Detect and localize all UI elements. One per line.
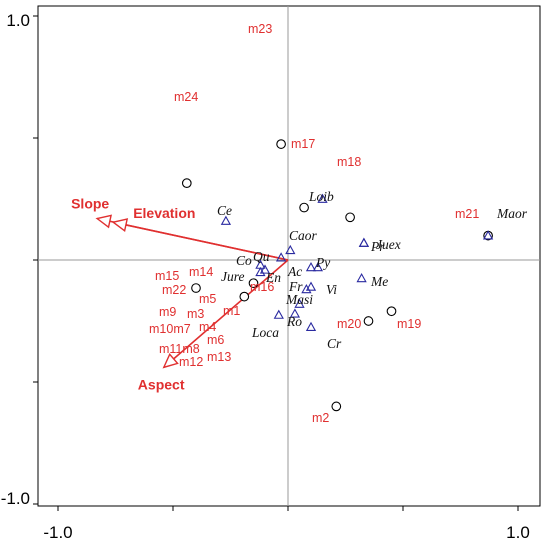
species-label-ro: Ro [286,314,302,329]
arrow-head-aspect [162,353,179,369]
species-label-py: Py [315,255,330,270]
plot-frame [37,5,541,507]
species-point-cr [305,321,317,332]
site-label-m17: m17 [291,137,315,151]
arrow-label-elevation: Elevation [133,205,195,221]
species-label-maor: Maor [496,206,528,221]
species-label-vi: Vi [326,282,337,297]
arrow-head-elevation [111,218,129,233]
site-label-m22: m22 [162,283,186,297]
site-label-m6: m6 [207,333,224,347]
species-label-loib: Loib [308,189,334,204]
species-point-qu [275,252,287,262]
species-point-me [356,272,367,283]
species-point-caor [285,244,296,255]
species-label-masi: Masi [285,292,313,307]
species-label-fr: Fr [288,279,303,294]
species-point-juex [358,237,370,247]
site-label-m12: m12 [179,355,203,369]
y-tick-label: -1.0 [1,489,30,508]
site-point-m17 [299,202,309,213]
site-point-m19 [386,306,397,317]
site-point-m23 [276,139,286,149]
site-point-m5 [239,291,250,302]
species-point-loib [317,193,328,203]
x-tick-label: -1.0 [43,523,72,542]
site-point-m22 [191,283,201,293]
site-label-m15: m15 [155,269,179,283]
arrow-head-slope [95,214,112,229]
x-tick-label: 1.0 [506,523,530,542]
species-label-juex: Juex [376,237,401,252]
site-label-m23: m23 [248,22,272,36]
species-point-loca [273,309,284,319]
site-label-m5: m5 [199,292,216,306]
species-point-ce [220,215,232,225]
arrow-label-slope: Slope [71,196,109,212]
site-label-m13: m13 [207,350,231,364]
species-point-fr [301,283,312,294]
site-label-m14: m14 [189,265,213,279]
species-label-co: Co [236,253,252,268]
arrow-label-aspect: Aspect [138,376,185,392]
species-label-ce: Ce [217,203,232,218]
site-label-m3: m3 [187,307,204,321]
site-point-m16 [248,278,259,289]
site-label-m1: m1 [223,304,240,318]
species-point-pr [358,237,370,247]
species-label-cr: Cr [327,336,342,351]
site-point-m18 [345,212,355,223]
site-point-m24 [181,178,192,188]
site-label-m10m7: m10m7 [149,322,191,336]
site-point-m2 [331,401,342,412]
site-label-m9: m9 [159,305,176,319]
site-label-m24: m24 [174,90,198,104]
arrow-elevation [113,221,289,261]
y-tick-label: 1.0 [6,11,30,30]
site-label-m19: m19 [397,317,421,331]
site-label-m20: m20 [337,317,361,331]
species-label-caor: Caor [289,228,318,243]
arrow-aspect [163,259,289,368]
species-point-py [312,261,324,272]
site-label-m18: m18 [337,155,361,169]
site-label-m21: m21 [455,207,479,221]
species-point-jure [255,266,266,277]
species-point-vi [305,281,317,291]
site-label-m4: m4 [199,320,216,334]
species-label-ac: Ac [287,264,302,279]
species-point-maor [482,230,494,240]
species-label-me: Me [370,274,388,289]
species-label-jure: Jure [221,269,245,284]
site-point-m20 [363,316,374,326]
species-label-loca: Loca [251,325,279,340]
site-label-m11m8: m11m8 [159,342,200,356]
species-label-pr: Pr [370,239,385,254]
species-label-qu: Qu [253,249,270,264]
site-label-m2: m2 [312,411,329,425]
species-point-en [259,264,271,274]
site-label-m16: m16 [250,280,274,294]
species-point-ro [289,308,301,318]
species-point-masi [294,298,305,308]
species-label-en: En [265,270,281,285]
species-point-ac [305,261,317,272]
